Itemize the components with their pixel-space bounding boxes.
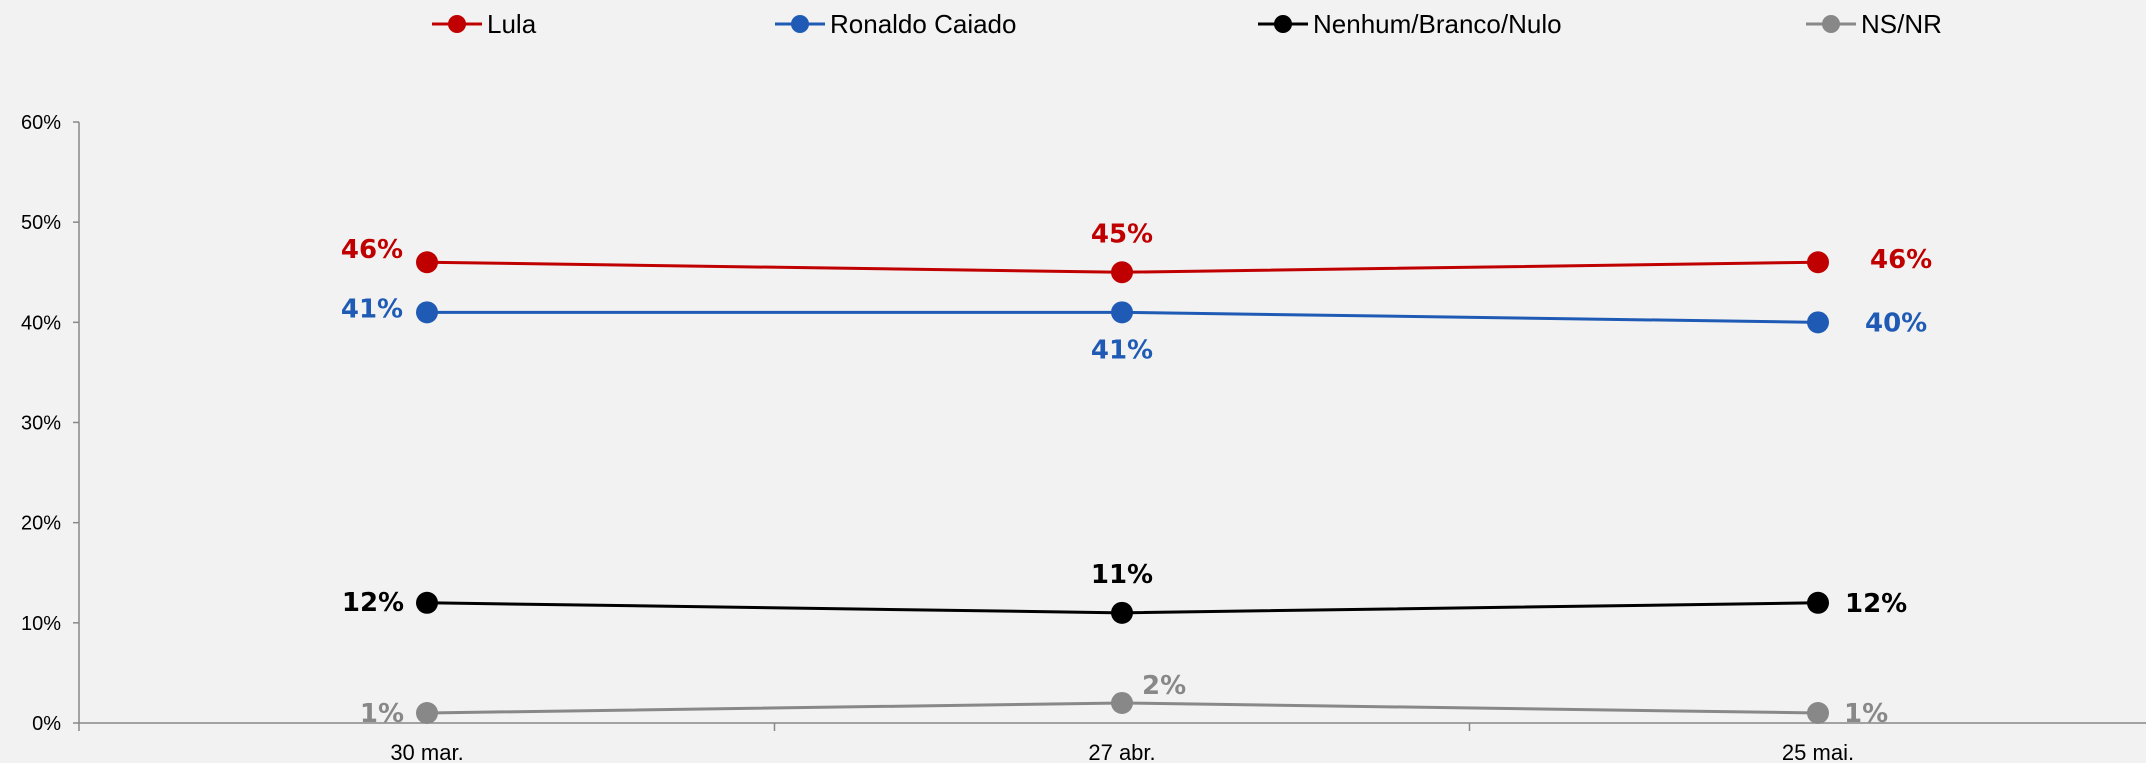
data-label: 12% [1845, 589, 1907, 619]
data-label: 41% [341, 294, 403, 324]
data-point [416, 301, 438, 324]
y-tick-label: 50% [21, 212, 61, 234]
data-label: 1% [360, 699, 404, 729]
y-tick-label: 10% [21, 613, 61, 635]
legend-item: NS/NR [1806, 9, 1942, 39]
data-label: 1% [1844, 699, 1888, 729]
y-tick-label: 60% [21, 112, 61, 134]
data-point [1111, 301, 1133, 324]
data-label: 46% [1870, 245, 1932, 275]
legend-label: Nenhum/Branco/Nulo [1313, 9, 1562, 39]
legend-marker [1822, 15, 1840, 33]
y-tick-label: 30% [21, 413, 61, 435]
y-tick-label: 0% [32, 713, 61, 735]
legend-item: Ronaldo Caiado [775, 9, 1016, 39]
data-point [1111, 261, 1133, 284]
axes: 0% 10% 20% 30% 40% 50% 60% 30 mar. 27 abr. 25 mai… [21, 112, 2146, 763]
x-tick-label: 30 mar. [390, 740, 463, 763]
data-point [1807, 311, 1829, 334]
legend-marker [791, 15, 809, 33]
legend-marker [448, 15, 466, 33]
data-label: 41% [1091, 335, 1153, 365]
y-tick-label: 20% [21, 513, 61, 535]
data-point [1807, 591, 1829, 614]
data-label: 12% [342, 588, 404, 618]
y-tick-label: 40% [21, 312, 61, 334]
legend: Lula Ronaldo Caiado Nenhum/Branco/Nulo NS/N… [432, 9, 1942, 39]
data-point [1111, 601, 1133, 624]
legend-item: Nenhum/Branco/Nulo [1258, 9, 1562, 39]
data-point [416, 251, 438, 274]
legend-marker [1274, 15, 1292, 33]
data-label: 40% [1865, 308, 1927, 338]
data-labels: 46% 45% 46% 41% 41% 40% 12% 11% 12% 1% 2% 1% [341, 219, 1932, 729]
legend-label: NS/NR [1861, 9, 1942, 39]
data-label: 46% [341, 235, 403, 265]
data-label: 2% [1142, 671, 1186, 701]
data-label: 45% [1091, 219, 1153, 249]
x-tick-label: 27 abr. [1088, 740, 1155, 763]
legend-label: Ronaldo Caiado [830, 9, 1016, 39]
data-point [1807, 701, 1829, 724]
data-point [1807, 251, 1829, 274]
x-tick-label: 25 mai. [1782, 740, 1854, 763]
data-label: 11% [1091, 560, 1153, 590]
legend-item: Lula [432, 9, 537, 39]
data-point [416, 701, 438, 724]
series-group [416, 251, 1829, 724]
data-point [416, 591, 438, 614]
data-point [1111, 691, 1133, 714]
legend-label: Lula [487, 9, 537, 39]
